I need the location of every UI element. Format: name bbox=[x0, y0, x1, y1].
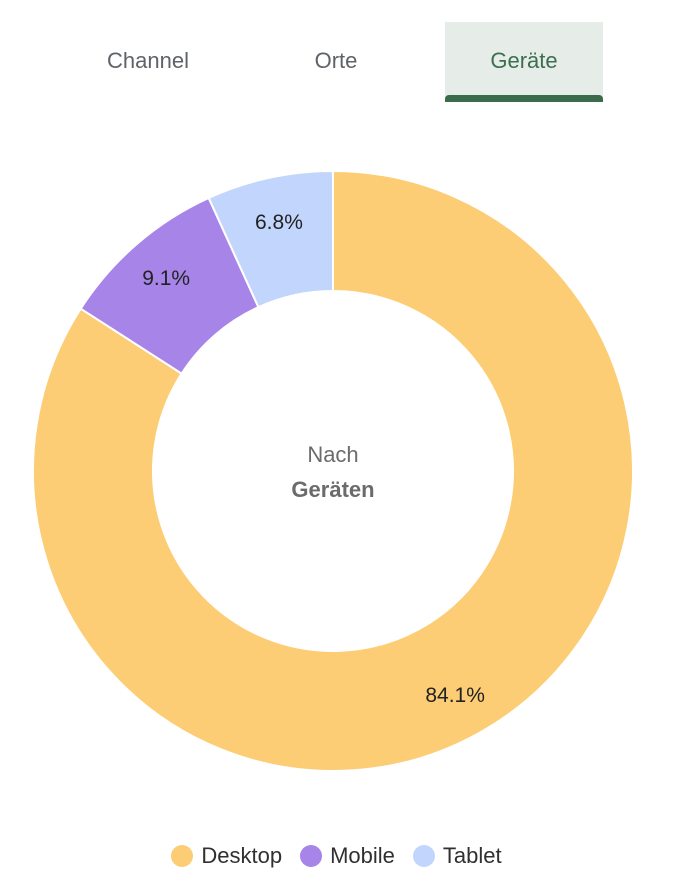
donut-slices bbox=[32, 169, 634, 772]
legend-item-mobile[interactable]: Mobile bbox=[300, 843, 395, 869]
tab-label: Orte bbox=[314, 48, 358, 73]
legend-swatch bbox=[412, 845, 435, 867]
slice-value-label: 6.8% bbox=[255, 211, 303, 234]
donut-center-label-line1: Nach bbox=[307, 442, 358, 467]
slice-value-label: 9.1% bbox=[142, 267, 190, 290]
legend-swatch bbox=[171, 845, 194, 867]
slice-value-label: 84.1% bbox=[425, 684, 485, 707]
legend-label: Mobile bbox=[330, 843, 395, 868]
tab-geraete[interactable]: Geräte bbox=[445, 22, 603, 102]
tab-label: Geräte bbox=[490, 48, 558, 73]
tab-bar: Channel Orte Geräte bbox=[69, 22, 603, 102]
legend-swatch bbox=[300, 845, 323, 867]
tab-orte[interactable]: Orte bbox=[257, 22, 415, 102]
tab-label: Channel bbox=[107, 48, 189, 73]
legend-item-tablet[interactable]: Tablet bbox=[412, 843, 502, 869]
tab-channel[interactable]: Channel bbox=[69, 22, 227, 102]
legend-label: Tablet bbox=[442, 843, 502, 868]
donut-slice-desktop[interactable] bbox=[32, 169, 634, 772]
chart-legend: Desktop Mobile Tablet bbox=[0, 838, 673, 874]
donut-center-label-line2: Geräten bbox=[291, 477, 374, 502]
legend-label: Desktop bbox=[201, 843, 283, 868]
tab-active-indicator bbox=[445, 95, 603, 102]
legend-item-desktop[interactable]: Desktop bbox=[171, 843, 282, 869]
donut-slice-tablet[interactable] bbox=[207, 169, 334, 309]
donut-slice-labels: 84.1% 9.1% 6.8% bbox=[142, 211, 485, 707]
